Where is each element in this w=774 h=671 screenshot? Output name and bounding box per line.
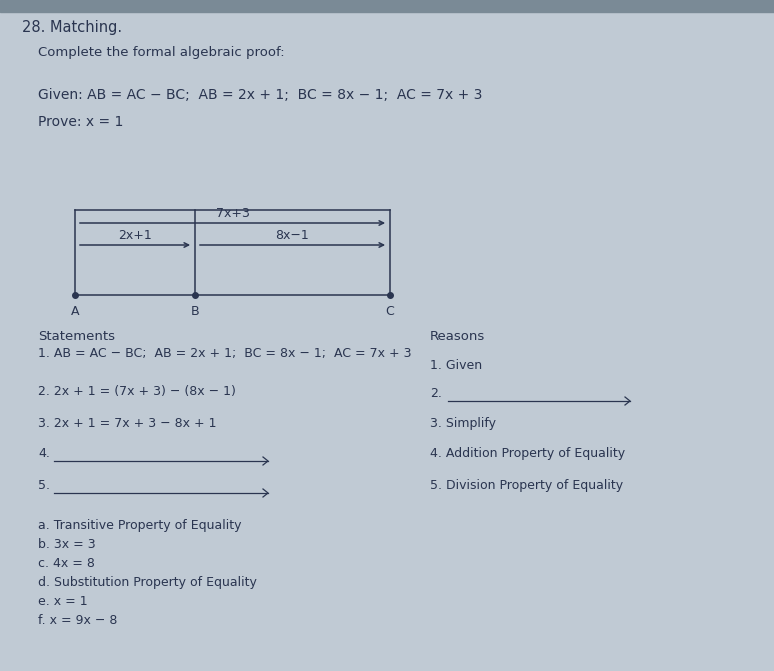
Text: Statements: Statements [38, 330, 115, 343]
Text: d. Substitution Property of Equality: d. Substitution Property of Equality [38, 576, 257, 589]
Text: Given: AB = AC − BC;  AB = 2x + 1;  BC = 8x − 1;  AC = 7x + 3: Given: AB = AC − BC; AB = 2x + 1; BC = 8… [38, 88, 482, 102]
Text: 3. Simplify: 3. Simplify [430, 417, 496, 430]
Text: A: A [70, 305, 79, 318]
Text: 4.: 4. [38, 447, 50, 460]
Text: 4. Addition Property of Equality: 4. Addition Property of Equality [430, 447, 625, 460]
Text: f. x = 9x − 8: f. x = 9x − 8 [38, 614, 118, 627]
Text: 1. Given: 1. Given [430, 359, 482, 372]
Text: 5. Division Property of Equality: 5. Division Property of Equality [430, 479, 623, 492]
Text: Complete the formal algebraic proof:: Complete the formal algebraic proof: [38, 46, 285, 59]
Text: 1. AB = AC − BC;  AB = 2x + 1;  BC = 8x − 1;  AC = 7x + 3: 1. AB = AC − BC; AB = 2x + 1; BC = 8x − … [38, 347, 412, 360]
Text: 3. 2x + 1 = 7x + 3 − 8x + 1: 3. 2x + 1 = 7x + 3 − 8x + 1 [38, 417, 217, 430]
Text: B: B [190, 305, 200, 318]
Text: Reasons: Reasons [430, 330, 485, 343]
Text: 2. 2x + 1 = (7x + 3) − (8x − 1): 2. 2x + 1 = (7x + 3) − (8x − 1) [38, 385, 236, 398]
Text: 2.: 2. [430, 387, 442, 400]
Text: b. 3x = 3: b. 3x = 3 [38, 538, 96, 551]
Text: 28. Matching.: 28. Matching. [22, 20, 122, 35]
Text: 2x+1: 2x+1 [118, 229, 152, 242]
Bar [0, 0, 774, 12]
Text: Prove: x = 1: Prove: x = 1 [38, 115, 123, 129]
Text: C: C [385, 305, 395, 318]
Text: e. x = 1: e. x = 1 [38, 595, 87, 608]
Text: 5.: 5. [38, 479, 50, 492]
Text: 7x+3: 7x+3 [216, 207, 249, 220]
Text: c. 4x = 8: c. 4x = 8 [38, 557, 95, 570]
Text: a. Transitive Property of Equality: a. Transitive Property of Equality [38, 519, 241, 532]
Text: 8x−1: 8x−1 [276, 229, 310, 242]
